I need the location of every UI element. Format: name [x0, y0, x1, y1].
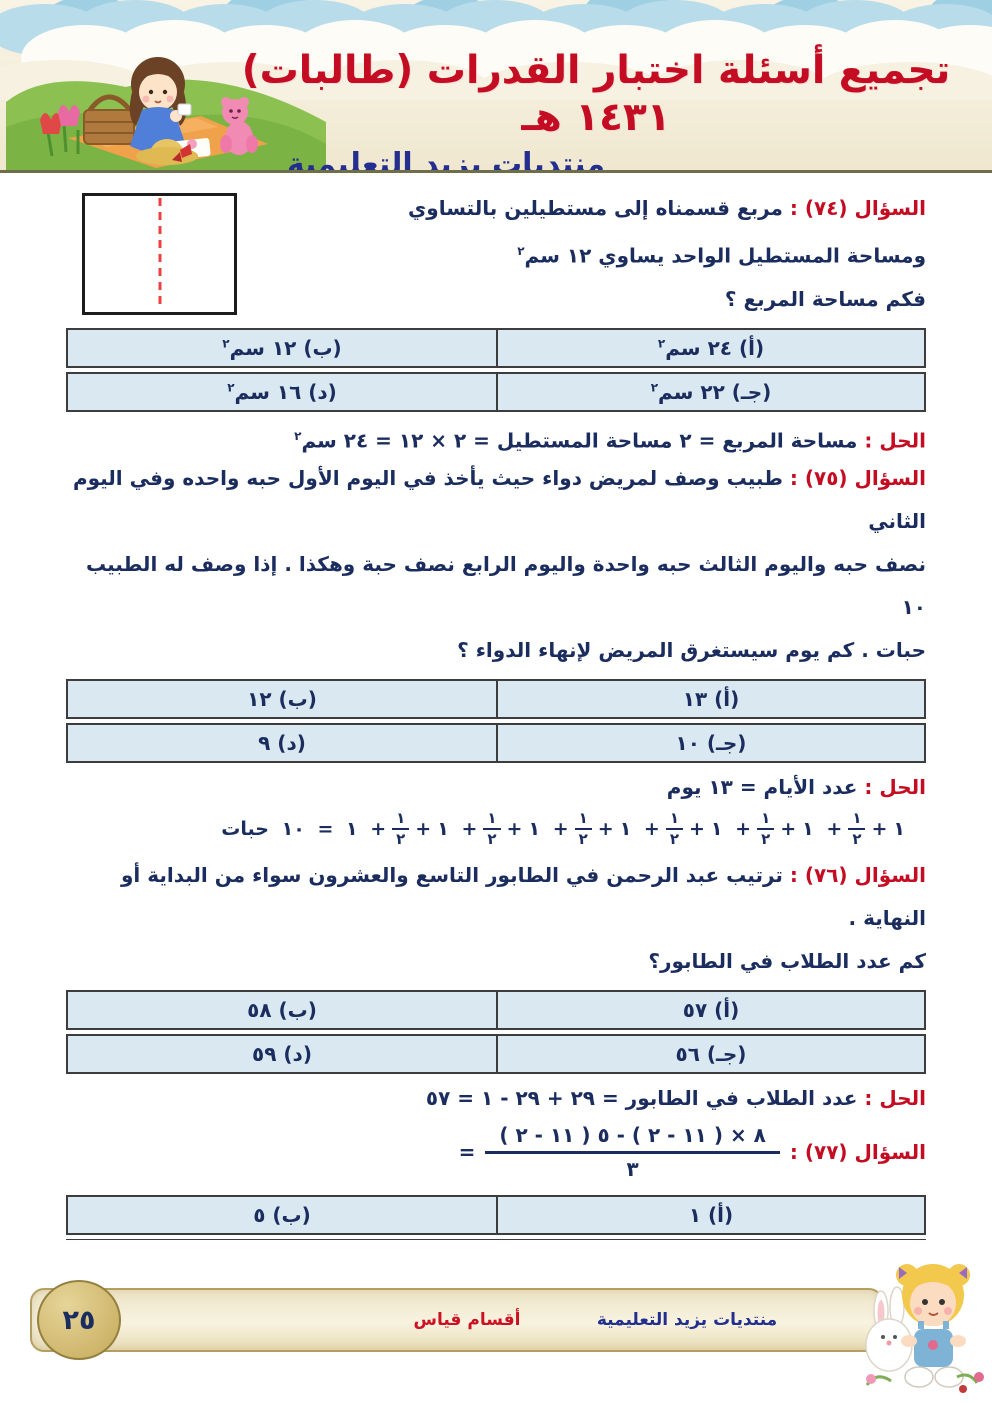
option-c: (جـ) ١٠	[496, 723, 926, 764]
option-d: (د) ٩	[66, 723, 496, 764]
option-b: (ب) ٥٨	[66, 990, 496, 1031]
question-74: السؤال (٧٤) : مربع قسمناه إلى مستطيلين ب…	[66, 187, 926, 321]
header-titles: تجميع أسئلة اختبار القدرات (طالبات) ١٤٣١…	[236, 48, 956, 173]
solution-75: الحل : عدد الأيام = ١٣ يوم	[666, 775, 926, 800]
option-d: (د) ١٦ سم٢	[66, 371, 496, 412]
question-75-label: السؤال (٧٥) :	[789, 466, 926, 491]
solution-label: الحل :	[864, 775, 926, 800]
table-row: (أ) ١ (ب) ٥	[66, 1195, 926, 1236]
option-a: (أ) ١	[496, 1195, 926, 1236]
question-77: السؤال (٧٧) : ٨ × ( ١١ - ٢ ) - ٥ ( ١١ - …	[458, 1123, 926, 1182]
table-row: (أ) ١٣ (ب) ١٢	[66, 679, 926, 720]
table-row: (جـ) ١٠ (د) ٩	[66, 723, 926, 764]
answer-table-q74: (أ) ٢٤ سم٢ (ب) ١٢ سم٢ (جـ) ٢٢ سم٢ (د) ١٦…	[66, 324, 926, 416]
clouds-decoration	[0, 0, 992, 100]
fraction: ٨ × ( ١١ - ٢ ) - ٥ ( ١١ - ٢ ) ٣	[485, 1123, 780, 1181]
answer-table-q76: (أ) ٥٧ (ب) ٥٨ (جـ) ٥٦ (د) ٥٩	[66, 986, 926, 1078]
solution-label: الحل :	[864, 1086, 926, 1111]
table-row: (جـ) ٢٢ سم٢ (د) ١٦ سم٢	[66, 371, 926, 412]
question-77-label: السؤال (٧٧) :	[789, 1140, 926, 1165]
solution-76: الحل : عدد الطلاب في الطابور = ٢٩ + ٢٩ -…	[425, 1086, 926, 1111]
footer-section-label: أقسام قياس	[413, 1310, 521, 1330]
question-74-line3: فكم مساحة المربع ؟	[724, 286, 926, 311]
question-74-line1: مربع قسمناه إلى مستطيلين بالتساوي	[407, 196, 783, 220]
table-row: (جـ) ٥٦ (د) ٥٩	[66, 1034, 926, 1075]
solution-74: الحل : مساحة المربع = ٢ مساحة المستطيل =…	[294, 428, 926, 453]
superscript: ٢	[517, 244, 525, 258]
footer-bar: أقسام قياس منتديات يزيد التعليمية	[30, 1288, 883, 1352]
page-footer: أقسام قياس منتديات يزيد التعليمية ٢٥	[0, 1240, 992, 1403]
option-c: (جـ) ٢٢ سم٢	[496, 371, 926, 412]
question-74-label: السؤال (٧٤) :	[789, 196, 926, 220]
option-b: (ب) ١٢ سم٢	[66, 327, 496, 368]
table-row: (أ) ٥٧ (ب) ٥٨	[66, 990, 926, 1031]
page-number-badge: ٢٥	[37, 1280, 121, 1360]
table-row: (أ) ٢٤ سم٢ (ب) ١٢ سم٢	[66, 327, 926, 368]
picnic-girl-illustration	[6, 57, 326, 170]
square-diagram	[82, 193, 237, 315]
question-76: السؤال (٧٦) : ترتيب عبد الرحمن في الطابو…	[120, 863, 926, 974]
answer-table-q75: (أ) ١٣ (ب) ١٢ (جـ) ١٠ (د) ٩	[66, 675, 926, 767]
question-76-label: السؤال (٧٦) :	[789, 863, 926, 888]
option-d: (د) ٥٩	[66, 1034, 496, 1075]
option-a: (أ) ٥٧	[496, 990, 926, 1031]
option-b: (ب) ١٢	[66, 679, 496, 720]
option-a: (أ) ١٣	[496, 679, 926, 720]
footer-site-label: منتديات يزيد التعليمية	[596, 1310, 778, 1330]
dashed-divider-line	[158, 198, 161, 310]
option-a: (أ) ٢٤ سم٢	[496, 327, 926, 368]
question-75: السؤال (٧٥) : طبيب وصف لمريض دواء حيث يأ…	[72, 466, 926, 663]
content: السؤال (٧٤) : مربع قسمناه إلى مستطيلين ب…	[0, 173, 992, 1357]
option-c: (جـ) ٥٦	[496, 1034, 926, 1075]
pills-equation: ١+ ١ ٢ + ١+ ١ ٢ + ١+ ١ ٢ + ١+ ١ ٢ + ١+ ١ ٢ + ١+ ١ ٢ + ١ = …	[221, 809, 905, 849]
page-subtitle: منتديات يزيد التعليمية	[286, 146, 606, 173]
page-header: تجميع أسئلة اختبار القدرات (طالبات) ١٤٣١…	[0, 0, 992, 173]
question-74-line2: ومساحة المستطيل الواحد يساوي ١٢ سم	[524, 243, 926, 268]
page-title: تجميع أسئلة اختبار القدرات (طالبات) ١٤٣١…	[241, 48, 951, 140]
baby-bunny-illustration	[865, 1264, 984, 1393]
page-number: ٢٥	[62, 1304, 96, 1336]
solution-label: الحل :	[864, 428, 926, 453]
option-b: (ب) ٥	[66, 1195, 496, 1236]
